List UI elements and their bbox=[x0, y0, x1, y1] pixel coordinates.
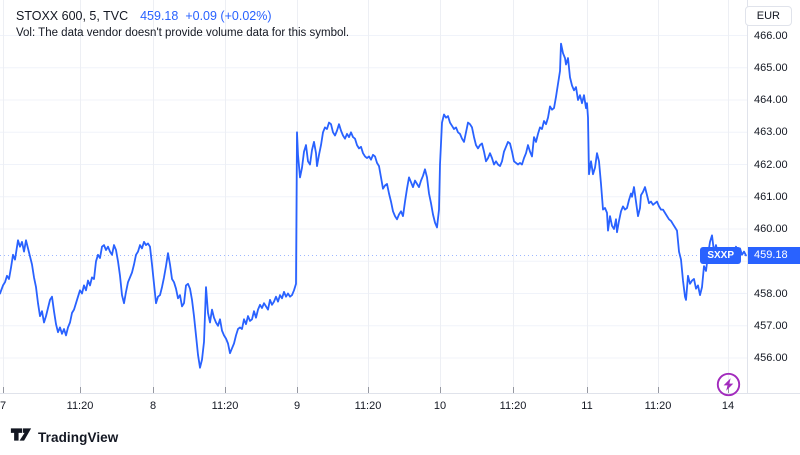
chart-plot-area[interactable]: SXXP bbox=[0, 0, 748, 397]
price-chart-svg[interactable] bbox=[0, 0, 747, 393]
time-axis-label: 14 bbox=[721, 400, 735, 412]
price-change-value: +0.09 (+0.02%) bbox=[185, 9, 272, 23]
time-axis-label: 11 bbox=[581, 400, 593, 412]
realtime-lightning-icon[interactable] bbox=[714, 370, 743, 399]
price-axis-label: 457.00 bbox=[754, 319, 788, 332]
tradingview-logo-icon bbox=[10, 426, 32, 448]
time-axis-label: 11:20 bbox=[354, 400, 382, 412]
price-axis-label: 465.00 bbox=[754, 61, 788, 74]
time-axis[interactable]: 7 11:20 8 11:20 9 11:20 10 11:20 11 11:20 14 bbox=[0, 393, 800, 420]
price-axis-label: 463.00 bbox=[754, 126, 788, 139]
price-axis-label: 458.00 bbox=[754, 287, 788, 300]
chart-legend: STOXX 600, 5, TVC 459.18 +0.09 (+0.02%) bbox=[16, 8, 279, 25]
price-axis-label: 464.00 bbox=[754, 94, 788, 106]
symbol-price-tag: SXXP bbox=[700, 246, 741, 264]
tradingview-attribution-link[interactable]: TradingView bbox=[10, 426, 118, 448]
bottom-bar: TradingView bbox=[0, 419, 800, 455]
current-price-label: 459.18 bbox=[748, 246, 800, 264]
time-axis-label: 11:20 bbox=[211, 400, 239, 412]
time-axis-label: 10 bbox=[433, 400, 447, 412]
price-axis-label: 466.00 bbox=[754, 29, 788, 42]
price-axis-label: 461.00 bbox=[754, 190, 788, 203]
price-axis-label: 456.00 bbox=[754, 352, 788, 364]
price-axis-label: 460.00 bbox=[754, 223, 788, 235]
time-axis-label: 7 bbox=[0, 400, 7, 412]
time-axis-label: 11:20 bbox=[66, 400, 94, 412]
time-axis-label: 9 bbox=[293, 400, 301, 412]
volume-status-message: Vol: The data vendor doesn't provide vol… bbox=[16, 27, 350, 39]
time-axis-label: 11:20 bbox=[644, 400, 672, 412]
price-line-series bbox=[0, 42, 747, 369]
price-axis-label: 462.00 bbox=[754, 158, 788, 171]
time-axis-label: 8 bbox=[149, 400, 157, 412]
symbol-title[interactable]: STOXX 600, 5, TVC bbox=[16, 9, 129, 23]
tradingview-logo-text: TradingView bbox=[38, 429, 119, 445]
last-price-value: 459.18 bbox=[140, 9, 179, 23]
price-axis[interactable]: 456.00457.00458.00459.00460.00461.00462.… bbox=[748, 0, 800, 393]
time-axis-label: 11:20 bbox=[499, 400, 527, 412]
currency-toggle-button[interactable]: EUR bbox=[744, 6, 792, 26]
